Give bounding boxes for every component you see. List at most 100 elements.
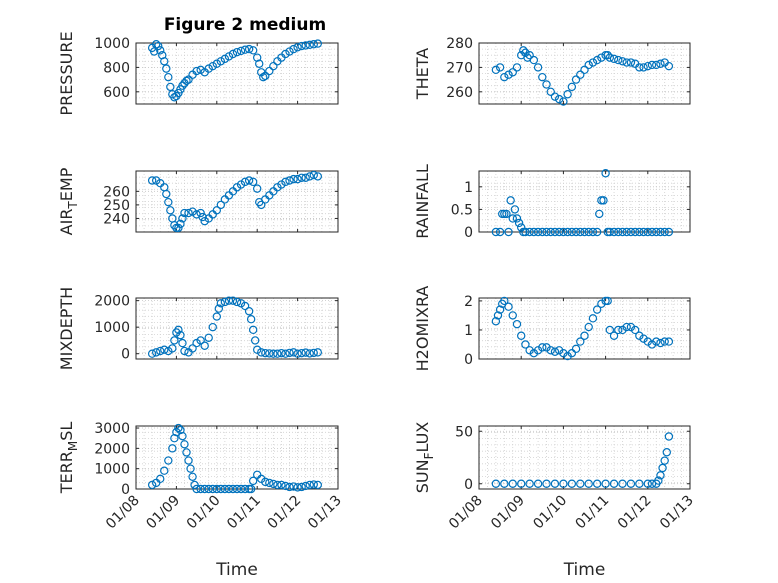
data-point: [529, 348, 539, 358]
data-point: [517, 223, 526, 232]
data-point: [240, 177, 250, 187]
data-point: [281, 177, 290, 187]
data-point: [309, 480, 318, 489]
data-point: [626, 322, 636, 332]
data-point: [546, 87, 555, 97]
data-point: [184, 75, 193, 84]
data-point: [261, 71, 270, 81]
data-point: [614, 55, 623, 65]
data-point: [580, 65, 589, 75]
data-point: [630, 227, 640, 237]
data-point: [656, 338, 665, 348]
series-markers: [491, 296, 674, 361]
data-point: [204, 484, 213, 494]
x-tick-label: 01/09: [488, 493, 528, 533]
series-markers: [491, 46, 674, 106]
axes-box: [478, 297, 691, 360]
y-tick-label: 0: [464, 352, 473, 368]
data-point: [166, 82, 175, 92]
data-point: [601, 169, 610, 178]
data-point: [550, 347, 560, 356]
x-tick-label: 01/13: [305, 493, 345, 533]
data-point: [196, 484, 205, 494]
data-point: [626, 479, 636, 488]
data-point: [521, 227, 530, 237]
data-point: [180, 346, 189, 356]
y-tick-label: 0.5: [451, 202, 473, 218]
y-tick-label: 0: [121, 347, 130, 363]
data-point: [248, 46, 258, 55]
data-point: [182, 76, 191, 86]
data-point: [269, 349, 278, 358]
x-tick-label: 01/13: [657, 493, 697, 533]
data-point: [588, 227, 598, 237]
axes-box: [478, 42, 691, 105]
data-point: [309, 170, 318, 180]
data-point: [563, 90, 572, 99]
data-point: [160, 57, 169, 66]
data-point: [305, 480, 314, 490]
data-point: [567, 82, 577, 92]
data-point: [220, 297, 230, 307]
data-point: [151, 40, 161, 49]
data-point: [208, 210, 217, 219]
y-axis-label: SUNFLUX: [413, 422, 436, 494]
data-point: [660, 456, 669, 465]
data-point: [160, 183, 169, 192]
data-point: [559, 97, 568, 106]
data-point: [550, 92, 560, 101]
data-point: [647, 340, 657, 349]
y-tick-label: 600: [103, 85, 130, 101]
data-point: [588, 58, 598, 67]
data-point: [180, 440, 189, 449]
data-point: [618, 325, 627, 335]
data-point: [309, 40, 318, 49]
data-point: [519, 46, 528, 55]
data-point: [533, 63, 543, 72]
data-point: [244, 44, 254, 54]
data-point: [285, 47, 294, 56]
data-point: [257, 200, 266, 210]
data-point: [576, 227, 585, 237]
data-point: [603, 296, 612, 306]
data-point: [313, 39, 322, 48]
data-point: [259, 72, 268, 82]
x-axis-label: Time: [215, 560, 258, 580]
data-point: [559, 479, 568, 488]
data-point: [273, 480, 282, 490]
data-point: [660, 337, 669, 346]
data-point: [289, 482, 298, 491]
data-point: [261, 348, 270, 358]
data-point: [216, 200, 226, 210]
grid: [136, 171, 338, 232]
data-point: [196, 336, 205, 345]
data-point: [220, 54, 230, 64]
x-axis-label: Time: [563, 560, 606, 580]
data-point: [599, 196, 608, 205]
y-tick-label: 260: [446, 85, 473, 101]
data-point: [220, 484, 230, 494]
data-point: [281, 49, 290, 59]
data-point: [289, 174, 298, 184]
data-point: [149, 47, 159, 56]
data-point: [289, 348, 298, 357]
data-point: [529, 55, 539, 65]
series-markers: [147, 170, 322, 233]
data-point: [212, 206, 221, 215]
data-point: [192, 484, 201, 494]
data-point: [609, 479, 619, 488]
y-tick-label: 280: [446, 36, 473, 52]
data-point: [502, 209, 511, 219]
data-point: [495, 63, 505, 72]
data-point: [168, 344, 177, 353]
y-axis-label: TERRMSL: [57, 422, 80, 495]
data-point: [269, 61, 278, 71]
data-point: [184, 456, 193, 465]
y-axis-label: THETA: [413, 48, 432, 100]
data-point: [236, 484, 246, 494]
data-point: [301, 41, 310, 50]
data-point: [533, 479, 543, 488]
data-point: [654, 476, 663, 485]
y-tick-label: 2: [464, 294, 473, 310]
data-point: [250, 336, 260, 345]
